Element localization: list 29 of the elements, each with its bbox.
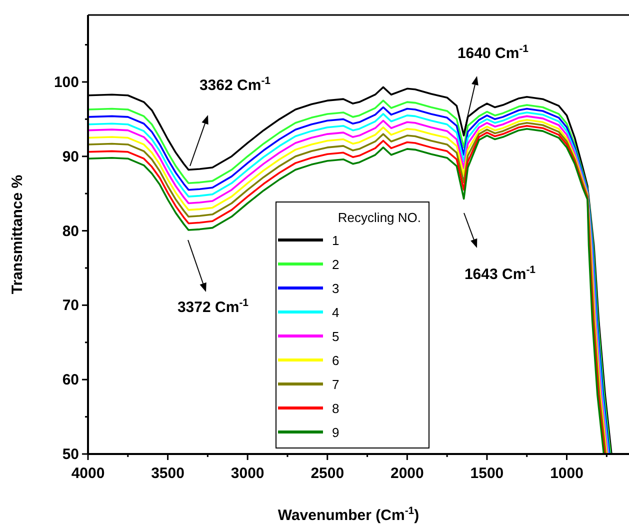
annotation: 1640 Cm$^{-1}$ xyxy=(457,43,529,62)
y-tick-label: 50 xyxy=(62,446,79,463)
x-tick-label: 1500 xyxy=(470,465,504,482)
y-tick-label: 90 xyxy=(62,148,79,166)
legend-label: 7 xyxy=(332,377,340,392)
annotation: 1643 Cm$^{-1}$ xyxy=(464,264,536,283)
legend-label: 2 xyxy=(332,257,340,272)
annotation: 3362 Cm$^{-1}$ xyxy=(199,75,271,94)
annotation: 3372 Cm$^{-1}$ xyxy=(177,297,249,316)
x-tick-label: 4000 xyxy=(71,465,105,482)
legend-label: 5 xyxy=(332,329,340,344)
y-tick-label: 100 xyxy=(54,74,79,91)
x-tick-label: 3500 xyxy=(151,465,184,482)
x-tick-label: 1000 xyxy=(550,465,584,482)
y-axis-title: Transmittance % xyxy=(9,174,26,294)
x-tick-label: 2500 xyxy=(310,465,344,482)
legend-label: 1 xyxy=(332,233,340,248)
y-tick-label: 70 xyxy=(62,297,79,314)
x-axis-title: Wavenumber (Cm$^{-1}$) xyxy=(278,505,420,524)
legend-label: 6 xyxy=(332,353,340,368)
legend-label: 4 xyxy=(332,305,340,320)
y-tick-label: 60 xyxy=(62,372,79,389)
x-tick-label: 2000 xyxy=(390,465,424,482)
y-tick-label: 80 xyxy=(62,222,79,240)
x-tick-label: 3000 xyxy=(230,465,264,482)
legend-label: 8 xyxy=(332,401,340,416)
legend-title: Recycling NO. xyxy=(338,210,421,225)
legend-label: 3 xyxy=(332,281,340,296)
legend-label: 9 xyxy=(332,425,340,440)
